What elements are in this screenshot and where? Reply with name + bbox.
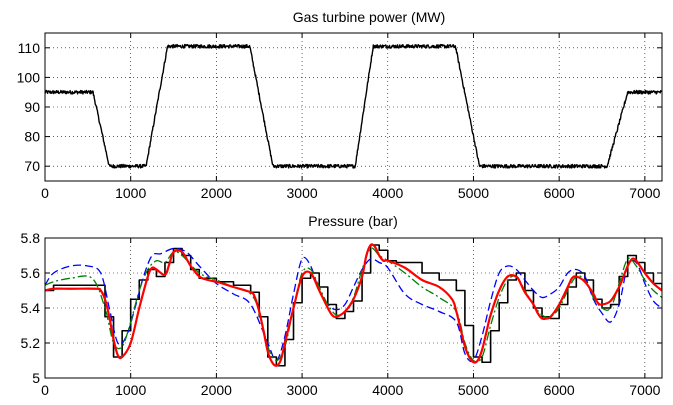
power-ytick-label: 100 [17,69,41,85]
pressure-xtick-label: 7000 [629,382,660,398]
power-xtick-label: 2000 [201,185,232,201]
power-axes-frame [44,32,663,182]
pressure-ytick-label: 5 [32,370,40,386]
pressure-chart-title: Pressure (bar) [308,213,397,229]
power-xtick-label: 3000 [287,185,318,201]
pressure-xtick-label: 6000 [544,382,575,398]
pressure-ticks: 0 1000 2000 3000 4000 5000 6000 7000 5 5.2 5.4 5.6 5… [21,230,662,398]
power-xtick-label: 4000 [372,185,403,201]
pressure-ytick-label: 5.8 [21,230,41,246]
power-xtick-label: 7000 [629,185,660,201]
power-axes: Gas turbine power (MW) 0 1000 2000 3000 4000… [17,9,663,201]
pressure-xtick-label: 0 [41,382,49,398]
pressure-xtick-label: 3000 [287,382,318,398]
power-xtick-label: 0 [41,185,49,201]
power-ytick-label: 110 [18,40,41,56]
power-chart-title: Gas turbine power (MW) [293,9,445,25]
pressure-axes: Pressure (bar) 0 1000 2000 3000 4000 5000 6000… [21,213,663,398]
pressure-axes-frame [44,237,663,379]
pressure-xtick-label: 4000 [372,382,403,398]
power-xtick-label: 1000 [115,185,146,201]
pressure-xtick-label: 1000 [115,382,146,398]
pressure-series-line-1 [45,247,662,363]
power-xtick-label: 6000 [544,185,575,201]
power-series-line-0 [45,43,662,169]
power-series [45,43,662,169]
power-ytick-label: 80 [24,129,40,145]
pressure-series [45,243,662,367]
pressure-series-line-3 [45,243,662,367]
pressure-xtick-label: 5000 [458,382,489,398]
power-xtick-label: 5000 [458,185,489,201]
pressure-ytick-label: 5.4 [21,300,41,316]
power-ytick-label: 90 [24,99,40,115]
pressure-xtick-label: 2000 [201,382,232,398]
pressure-ytick-label: 5.6 [21,265,41,281]
power-ticks: 0 1000 2000 3000 4000 5000 6000 7000 70 80 90 100 11… [17,33,662,201]
power-ytick-label: 70 [24,158,40,174]
pressure-ytick-label: 5.2 [21,335,41,351]
